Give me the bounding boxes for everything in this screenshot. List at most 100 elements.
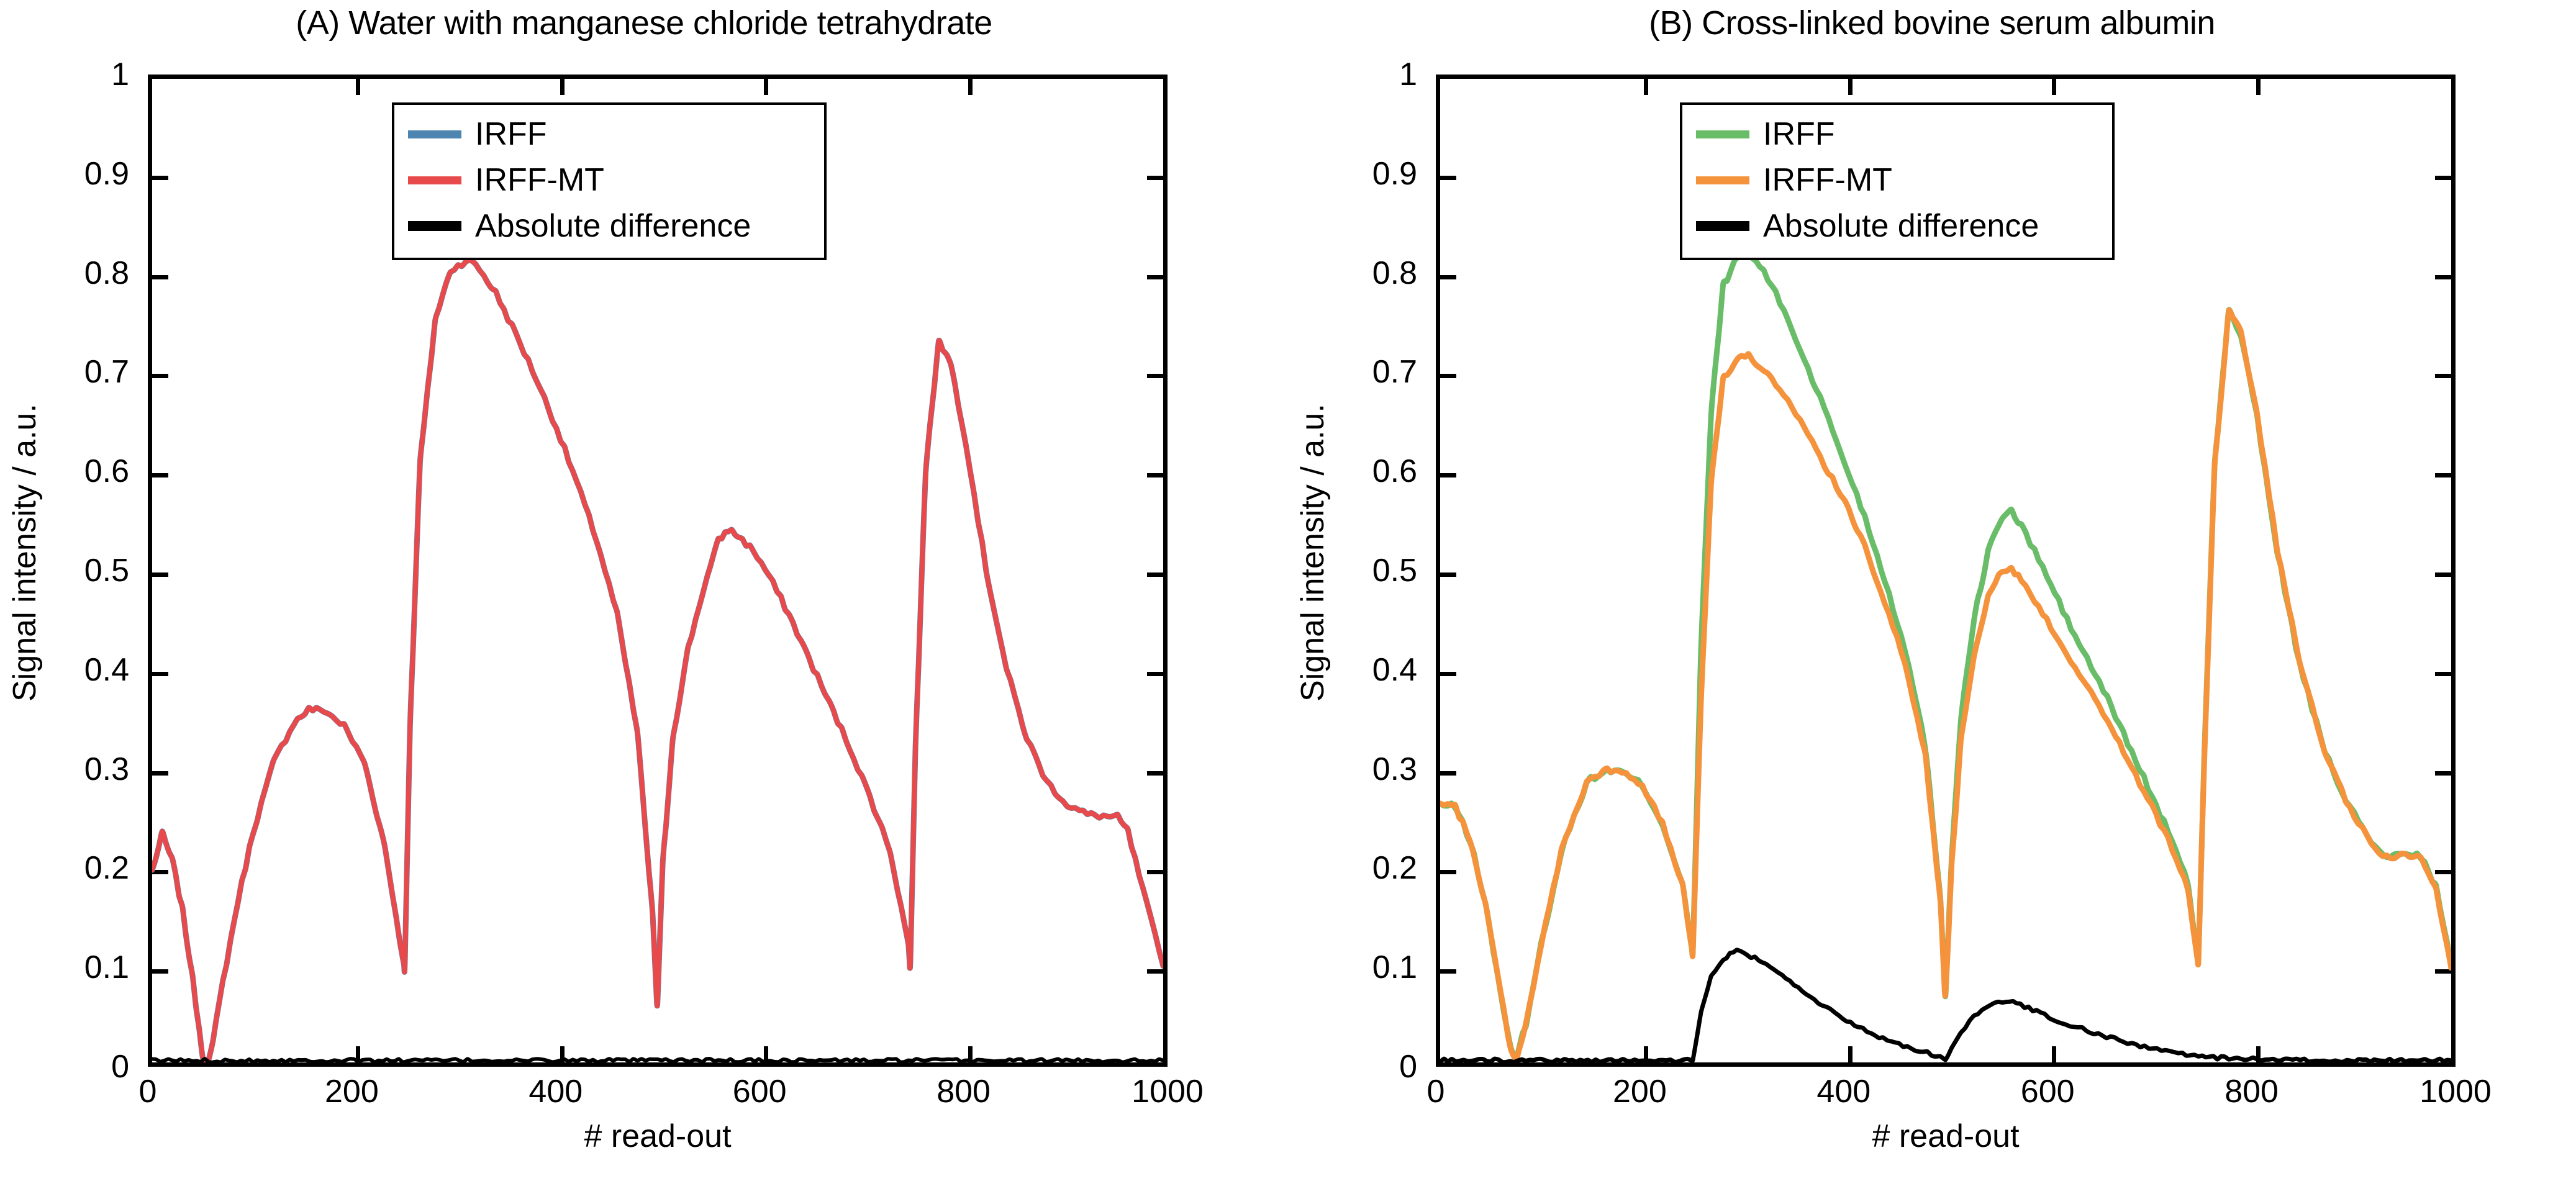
- legend-label-irffmt: IRFF-MT: [475, 162, 604, 198]
- legend-item-irff[interactable]: IRFF: [408, 111, 810, 157]
- legend-swatch-irffmt-icon: [408, 176, 461, 184]
- x-tick-top: [560, 79, 565, 95]
- panel-a-curves: [152, 79, 1163, 1062]
- legend-item-difference[interactable]: Absolute difference: [408, 203, 810, 249]
- legend-label-difference: Absolute difference: [475, 208, 751, 244]
- y-tick: [152, 771, 168, 776]
- x-tick-top: [356, 79, 361, 95]
- y-tick-right: [1147, 473, 1163, 478]
- y-tick-right: [2435, 771, 2451, 776]
- legend-swatch-difference-icon: [408, 221, 461, 231]
- y-tick: [1440, 870, 1456, 875]
- panel-b-series-difference: [1440, 950, 2451, 1062]
- y-tick-label: 1: [111, 57, 129, 93]
- legend-item-irffmt[interactable]: IRFF-MT: [1696, 157, 2098, 203]
- y-tick: [1440, 374, 1456, 379]
- y-tick-label: 0.1: [1372, 949, 1417, 986]
- y-tick-label: 0.8: [1372, 255, 1417, 291]
- y-tick-label: 0.3: [84, 751, 129, 787]
- x-tick-top: [764, 79, 769, 95]
- legend-label-irff: IRFF: [475, 116, 547, 152]
- y-tick-label: 0.4: [84, 651, 129, 688]
- y-tick: [152, 175, 168, 180]
- y-tick: [1440, 572, 1456, 577]
- panel-b-curves: [1440, 79, 2451, 1062]
- y-tick: [1440, 671, 1456, 676]
- y-tick-label: 0: [1399, 1049, 1417, 1085]
- panel-a-legend: IRFF IRFF-MT Absolute difference: [392, 102, 827, 260]
- panel-a-series-difference: [152, 1059, 1163, 1062]
- legend-item-irff[interactable]: IRFF: [1696, 111, 2098, 157]
- panel-b-plot-area: IRFF IRFF-MT Absolute difference: [1436, 75, 2456, 1067]
- x-tick: [968, 1046, 973, 1062]
- x-tick: [2052, 1046, 2057, 1062]
- y-tick-label: 0.2: [1372, 850, 1417, 887]
- panel-a-plot-area: IRFF IRFF-MT Absolute difference: [148, 75, 1168, 1067]
- y-tick-label: 0.7: [1372, 354, 1417, 391]
- legend-item-irffmt[interactable]: IRFF-MT: [408, 157, 810, 203]
- y-tick-right: [2435, 969, 2451, 974]
- x-tick: [560, 1046, 565, 1062]
- y-tick-right: [2435, 671, 2451, 676]
- y-tick-label: 0.9: [1372, 155, 1417, 192]
- y-tick-label: 0.5: [84, 553, 129, 589]
- y-tick: [152, 274, 168, 279]
- x-tick-label: 200: [1613, 1074, 1667, 1110]
- y-tick: [1440, 175, 1456, 180]
- panel-a-x-tick-labels: 0 200 400 600 800 1000: [139, 1073, 1204, 1116]
- y-tick: [1440, 274, 1456, 279]
- panel-a-series-irffmt: [152, 260, 1163, 1062]
- y-tick-right: [1147, 374, 1163, 379]
- panel-b-series-irffmt: [1440, 310, 2451, 1060]
- y-tick-right: [2435, 274, 2451, 279]
- panel-b: (B) Cross-linked bovine serum albumin Si…: [1288, 0, 2576, 1181]
- y-tick: [1440, 969, 1456, 974]
- y-tick-label: 0.8: [84, 255, 129, 291]
- y-tick-right: [2435, 473, 2451, 478]
- y-tick-right: [1147, 771, 1163, 776]
- panel-a: (A) Water with manganese chloride tetrah…: [7, 4, 1204, 1154]
- panel-b-legend: IRFF IRFF-MT Absolute difference: [1680, 102, 2115, 260]
- y-tick: [1440, 473, 1456, 478]
- y-tick-label: 0.1: [84, 949, 129, 986]
- x-tick: [1848, 1046, 1853, 1062]
- x-tick-top: [2052, 79, 2057, 95]
- legend-swatch-irff-icon: [1696, 130, 1749, 138]
- legend-swatch-irffmt-icon: [1696, 176, 1749, 184]
- x-tick-label: 0: [138, 1074, 157, 1110]
- y-tick-right: [1147, 175, 1163, 180]
- legend-item-difference[interactable]: Absolute difference: [1696, 203, 2098, 249]
- y-tick-label: 0.9: [84, 155, 129, 192]
- x-tick-label: 800: [937, 1074, 991, 1110]
- y-tick: [152, 572, 168, 577]
- panel-b-x-tick-labels: 0 200 400 600 800 1000: [1427, 1073, 2492, 1116]
- x-tick-top: [968, 79, 973, 95]
- panel-b-title: (B) Cross-linked bovine serum albumin: [1649, 4, 2215, 42]
- x-tick-label: 600: [2020, 1074, 2075, 1110]
- legend-swatch-difference-icon: [1696, 221, 1749, 231]
- y-tick: [152, 374, 168, 379]
- y-tick: [152, 870, 168, 875]
- x-tick-label: 1000: [2420, 1074, 2492, 1110]
- x-tick: [1644, 1046, 1649, 1062]
- panel-b-x-axis-title: # read-out: [1872, 1118, 2020, 1154]
- y-tick-right: [1147, 274, 1163, 279]
- x-tick-label: 0: [1426, 1074, 1445, 1110]
- y-tick-right: [2435, 175, 2451, 180]
- legend-swatch-irff-icon: [408, 130, 461, 138]
- y-tick-right: [2435, 870, 2451, 875]
- y-tick-label: 0.3: [1372, 751, 1417, 787]
- y-tick-label: 0.6: [84, 453, 129, 490]
- x-tick: [764, 1046, 769, 1062]
- x-tick: [2256, 1046, 2261, 1062]
- y-tick-right: [1147, 870, 1163, 875]
- x-tick: [356, 1046, 361, 1062]
- y-tick-right: [1147, 671, 1163, 676]
- x-tick-top: [1644, 79, 1649, 95]
- y-tick-label: 0: [111, 1049, 129, 1085]
- legend-label-difference: Absolute difference: [1763, 208, 2039, 244]
- x-tick-top: [2256, 79, 2261, 95]
- x-tick-label: 200: [325, 1074, 379, 1110]
- y-tick: [152, 969, 168, 974]
